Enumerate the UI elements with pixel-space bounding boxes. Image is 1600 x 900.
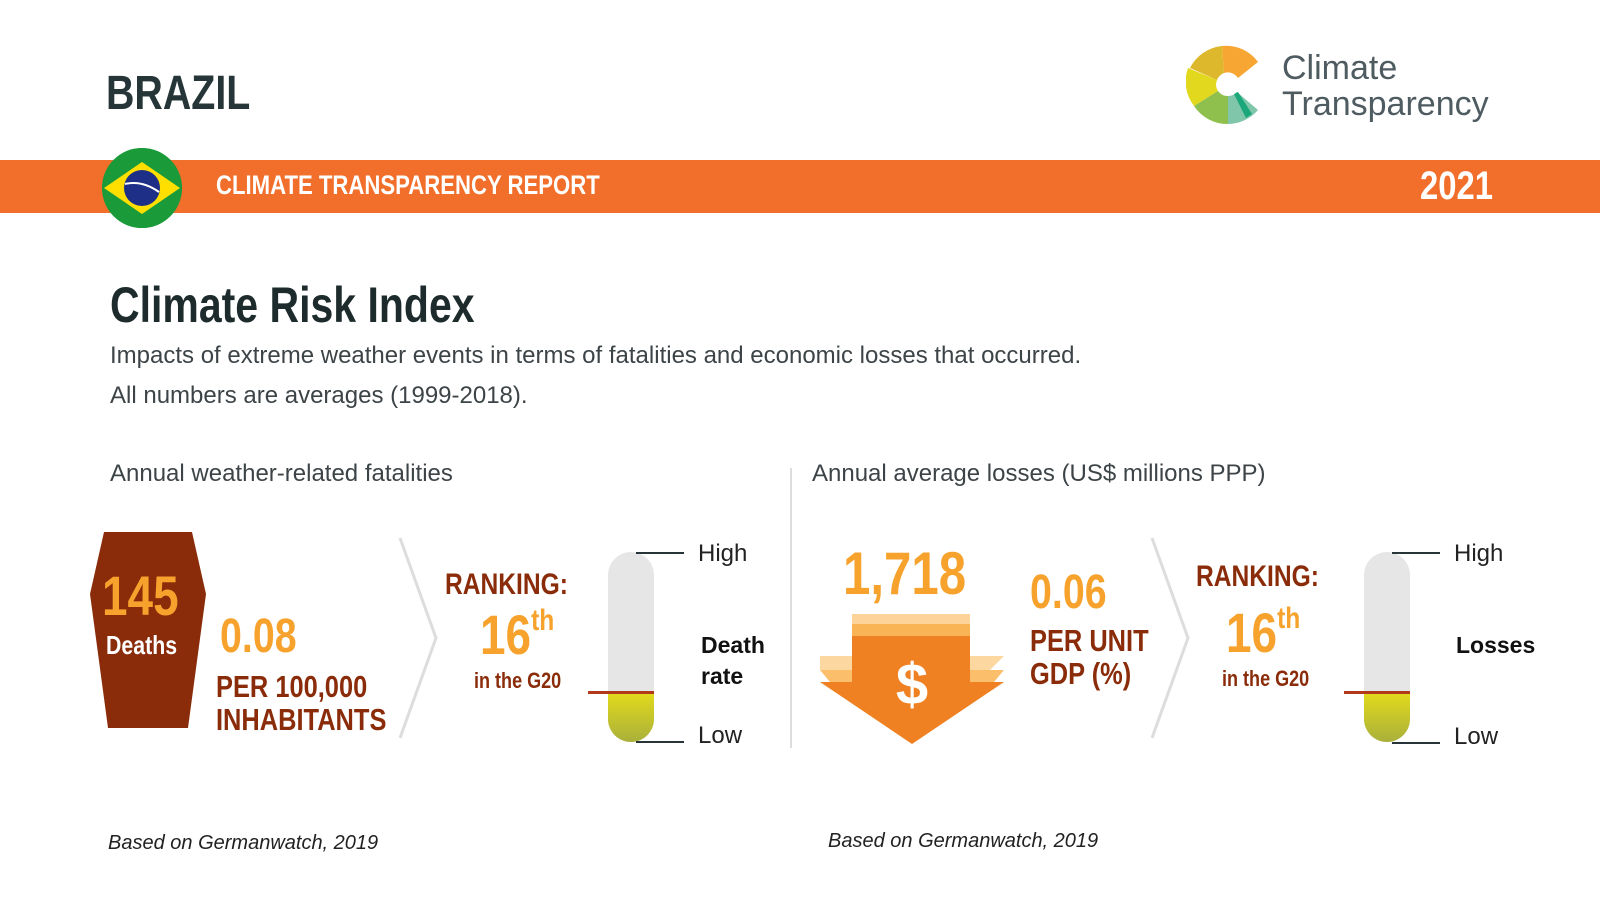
gauge-low-label: Low	[1454, 723, 1499, 750]
gauge-fill	[608, 692, 654, 742]
divider	[790, 468, 792, 748]
section-description: Impacts of extreme weather events in ter…	[110, 342, 1082, 369]
chevron-right-icon	[398, 537, 438, 739]
low-tick	[636, 741, 684, 743]
rank-suffix: th	[531, 604, 555, 637]
rank-value: 16	[480, 603, 532, 666]
losses-value: 1,718	[843, 540, 967, 607]
gauge-high-label: High	[698, 540, 748, 567]
fatalities-subtitle: Annual weather-related fatalities	[110, 460, 453, 487]
death-rate-value: 0.08	[220, 610, 297, 663]
country-title: BRAZIL	[106, 67, 251, 120]
rank-suffix: th	[1277, 602, 1301, 635]
rank-context: in the G20	[1222, 666, 1310, 691]
rate-unit-line-1: PER UNIT	[1030, 623, 1149, 658]
gauge-fill	[1364, 692, 1410, 742]
climate-transparency-logo-icon	[1186, 45, 1258, 125]
gauge-name: Death rate	[701, 630, 765, 692]
high-tick	[1392, 552, 1440, 554]
chevron-right-icon	[1150, 537, 1190, 739]
rate-unit-line-1: PER 100,000	[216, 669, 368, 704]
logo-line-1: Climate	[1282, 49, 1398, 87]
rank-number: 16th	[1226, 604, 1300, 662]
rate-unit-line-2: GDP (%)	[1030, 656, 1132, 691]
gauge-name: Losses	[1456, 632, 1536, 658]
deaths-label: Deaths	[106, 630, 178, 660]
death-rate-gauge	[588, 552, 654, 742]
losses-gauge	[1344, 552, 1410, 742]
ranking-label: RANKING:	[1196, 560, 1319, 593]
gauge-marker	[588, 690, 654, 694]
money-down-arrow-icon: $	[820, 614, 1004, 744]
gauge-name-2: rate	[701, 663, 744, 689]
low-tick	[1392, 742, 1440, 744]
rank-value: 16	[1226, 601, 1278, 664]
report-band	[0, 160, 1600, 213]
rate-unit-line-2: INHABITANTS	[216, 702, 387, 737]
high-tick	[636, 552, 684, 554]
fatalities-source: Based on Germanwatch, 2019	[108, 832, 379, 854]
rank-context: in the G20	[474, 668, 562, 693]
losses-rate-value: 0.06	[1030, 566, 1107, 619]
gauge-low-label: Low	[698, 722, 743, 749]
gauge-name-1: Death	[701, 632, 765, 658]
logo-line-2: Transparency	[1282, 85, 1489, 123]
section-title: Climate Risk Index	[110, 277, 475, 333]
losses-rate-unit: PER UNIT GDP (%)	[1030, 624, 1149, 690]
gauge-high-label: High	[1454, 540, 1504, 567]
currency-symbol: $	[896, 652, 928, 717]
losses-subtitle: Annual average losses (US$ millions PPP)	[812, 460, 1266, 487]
losses-source: Based on Germanwatch, 2019	[828, 830, 1099, 852]
report-title: CLIMATE TRANSPARENCY REPORT	[216, 170, 600, 200]
report-year: 2021	[1420, 164, 1493, 208]
coffin-icon	[90, 532, 206, 728]
rank-number: 16th	[480, 606, 554, 664]
section-note: All numbers are averages (1999-2018).	[110, 382, 528, 409]
logo-text: Climate Transparency	[1282, 50, 1489, 122]
brazil-flag-icon	[102, 148, 182, 228]
death-rate-unit: PER 100,000 INHABITANTS	[216, 670, 386, 736]
ranking-label: RANKING:	[445, 568, 568, 601]
gauge-marker	[1344, 690, 1410, 694]
deaths-value: 145	[102, 564, 179, 627]
